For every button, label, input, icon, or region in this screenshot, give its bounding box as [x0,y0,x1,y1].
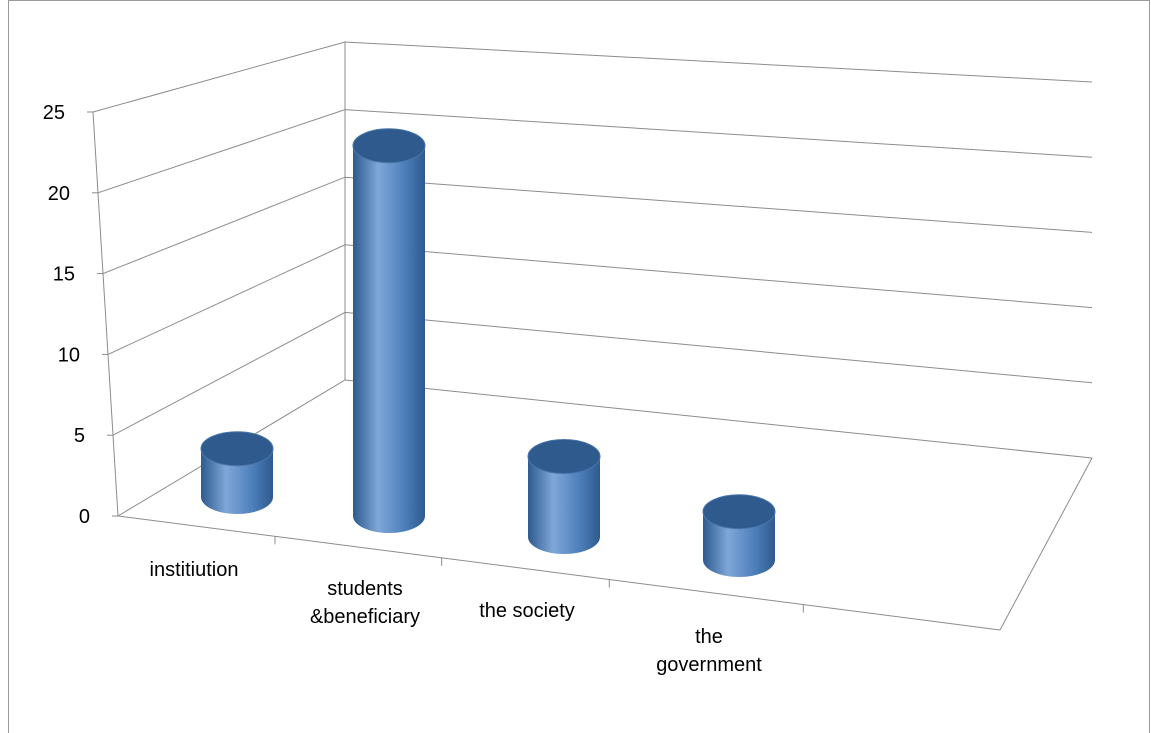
bar-4 [702,494,776,577]
bar-top [527,439,601,474]
bar-body [201,448,273,514]
floor-right-edge [999,457,1093,631]
bar-top [702,494,776,530]
bar-top [352,128,426,164]
y-tick-label-0: 0 [79,506,90,528]
gridline-20 [97,109,1093,194]
gridline-10 [107,244,1093,355]
x-category-label-1: institiution [150,559,239,581]
y-axis [92,111,119,517]
y-tick-label-20: 20 [48,183,70,205]
bar-1 [200,431,274,514]
bar-body [703,511,775,577]
bars [200,128,776,577]
x-axis [117,515,1001,631]
x-category-label-2: students &beneficiary [310,578,420,628]
y-tick-label-10: 10 [58,344,80,366]
bar-top [200,431,274,467]
bar-3 [527,439,601,554]
gridlines [92,41,1093,436]
y-tick-label-15: 15 [53,264,75,286]
x-category-label-3: the society [479,600,575,622]
category-labels: institiution students &beneficiary the soci… [150,559,763,676]
bar-body [353,145,425,533]
floor-back-edge [344,379,1093,459]
bar-body [528,456,600,554]
y-tick-label-25: 25 [43,102,65,124]
chart-frame [8,0,1150,733]
gridline-25 [92,41,1093,113]
bar-2 [352,128,426,533]
gridline-15 [102,176,1093,275]
y-tick-label-5: 5 [74,425,85,447]
y-tick-labels: 0 5 10 15 20 25 [43,102,90,528]
gridline-5 [112,311,1093,436]
x-category-label-4: the government [656,626,762,676]
axes [87,42,1093,631]
